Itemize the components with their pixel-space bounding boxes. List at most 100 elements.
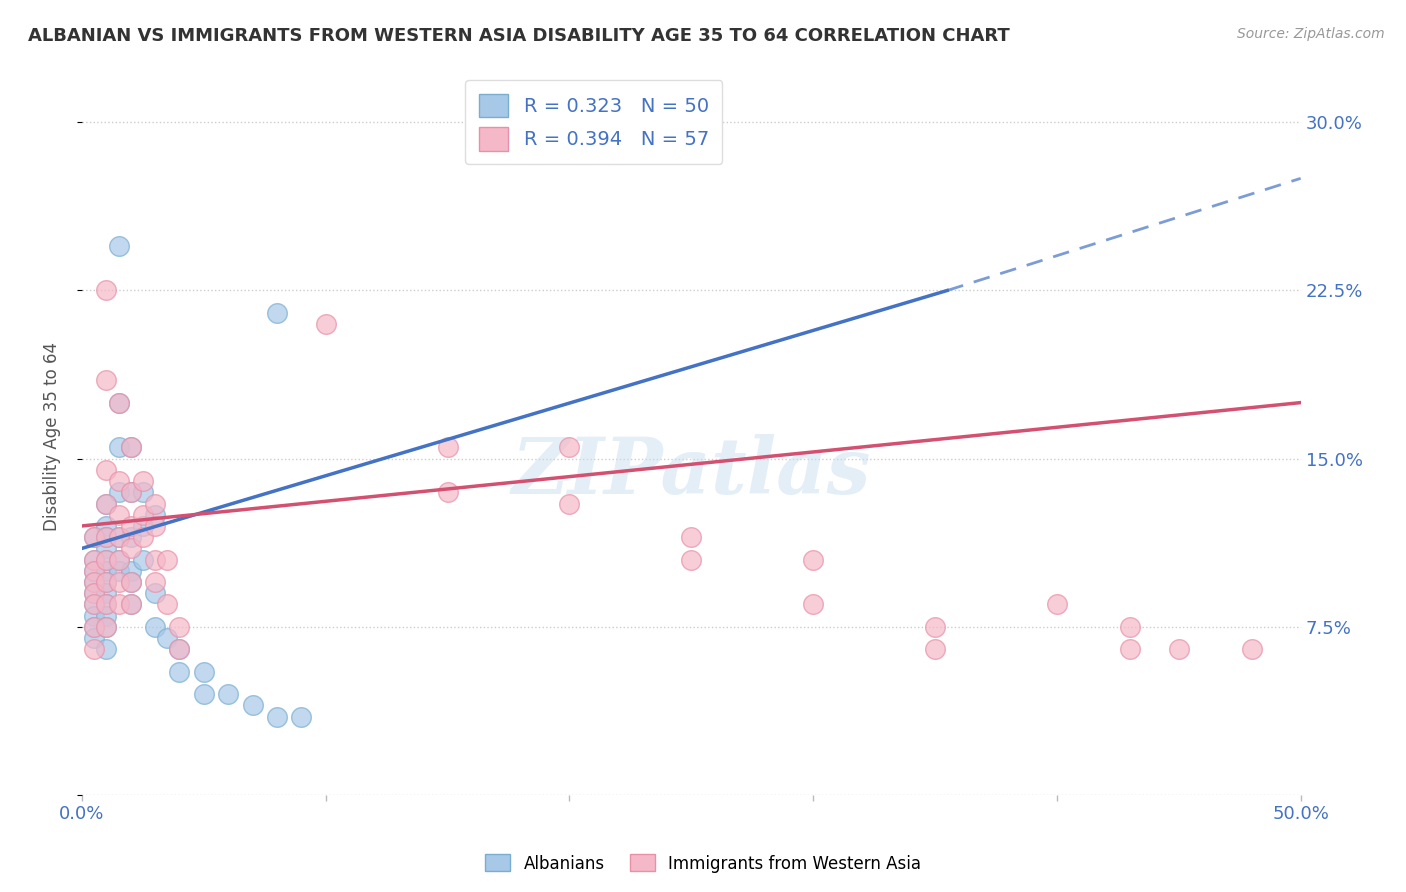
Point	[156, 598, 179, 612]
Point	[96, 620, 118, 634]
Point	[132, 485, 155, 500]
Point	[83, 586, 105, 600]
Legend: Albanians, Immigrants from Western Asia: Albanians, Immigrants from Western Asia	[478, 847, 928, 880]
Point	[107, 395, 129, 409]
Point	[143, 620, 166, 634]
Point	[107, 238, 129, 252]
Point	[558, 496, 581, 510]
Point	[83, 598, 105, 612]
Point	[96, 284, 118, 298]
Point	[169, 620, 191, 634]
Legend: R = 0.323   N = 50, R = 0.394   N = 57: R = 0.323 N = 50, R = 0.394 N = 57	[465, 80, 723, 164]
Point	[1240, 642, 1263, 657]
Point	[96, 541, 118, 556]
Point	[107, 530, 129, 544]
Point	[83, 552, 105, 566]
Point	[96, 530, 118, 544]
Point	[96, 530, 118, 544]
Point	[924, 642, 946, 657]
Text: Source: ZipAtlas.com: Source: ZipAtlas.com	[1237, 27, 1385, 41]
Point	[96, 642, 118, 657]
Point	[96, 496, 118, 510]
Point	[132, 552, 155, 566]
Point	[266, 306, 288, 320]
Point	[83, 620, 105, 634]
Point	[193, 687, 215, 701]
Point	[83, 574, 105, 589]
Point	[266, 709, 288, 723]
Point	[83, 530, 105, 544]
Point	[96, 463, 118, 477]
Point	[120, 598, 142, 612]
Point	[107, 530, 129, 544]
Point	[83, 631, 105, 645]
Point	[801, 552, 824, 566]
Point	[143, 552, 166, 566]
Point	[83, 608, 105, 623]
Point	[1167, 642, 1189, 657]
Text: ALBANIAN VS IMMIGRANTS FROM WESTERN ASIA DISABILITY AGE 35 TO 64 CORRELATION CHA: ALBANIAN VS IMMIGRANTS FROM WESTERN ASIA…	[28, 27, 1010, 45]
Point	[132, 508, 155, 522]
Text: ZIPatlas: ZIPatlas	[512, 434, 870, 510]
Point	[96, 574, 118, 589]
Point	[107, 552, 129, 566]
Point	[83, 552, 105, 566]
Point	[169, 642, 191, 657]
Point	[96, 552, 118, 566]
Point	[1119, 642, 1142, 657]
Point	[242, 698, 264, 713]
Point	[96, 496, 118, 510]
Point	[107, 485, 129, 500]
Point	[1119, 620, 1142, 634]
Point	[120, 530, 142, 544]
Point	[120, 485, 142, 500]
Point	[156, 552, 179, 566]
Point	[315, 317, 337, 331]
Point	[120, 574, 142, 589]
Point	[96, 598, 118, 612]
Point	[96, 586, 118, 600]
Point	[107, 564, 129, 578]
Point	[132, 530, 155, 544]
Point	[83, 574, 105, 589]
Point	[107, 574, 129, 589]
Point	[143, 574, 166, 589]
Point	[436, 485, 458, 500]
Point	[96, 519, 118, 533]
Point	[107, 508, 129, 522]
Point	[143, 519, 166, 533]
Point	[83, 598, 105, 612]
Point	[681, 530, 703, 544]
Point	[83, 530, 105, 544]
Point	[83, 564, 105, 578]
Point	[120, 574, 142, 589]
Point	[83, 642, 105, 657]
Point	[96, 608, 118, 623]
Point	[96, 552, 118, 566]
Point	[83, 564, 105, 578]
Point	[96, 564, 118, 578]
Point	[143, 586, 166, 600]
Point	[169, 642, 191, 657]
Point	[107, 441, 129, 455]
Point	[681, 552, 703, 566]
Point	[193, 665, 215, 679]
Point	[132, 474, 155, 488]
Point	[83, 620, 105, 634]
Point	[120, 485, 142, 500]
Point	[156, 631, 179, 645]
Y-axis label: Disability Age 35 to 64: Disability Age 35 to 64	[44, 342, 60, 531]
Point	[143, 508, 166, 522]
Point	[217, 687, 239, 701]
Point	[96, 598, 118, 612]
Point	[120, 519, 142, 533]
Point	[290, 709, 312, 723]
Point	[558, 441, 581, 455]
Point	[120, 441, 142, 455]
Point	[96, 574, 118, 589]
Point	[132, 519, 155, 533]
Point	[96, 620, 118, 634]
Point	[83, 586, 105, 600]
Point	[120, 564, 142, 578]
Point	[96, 373, 118, 387]
